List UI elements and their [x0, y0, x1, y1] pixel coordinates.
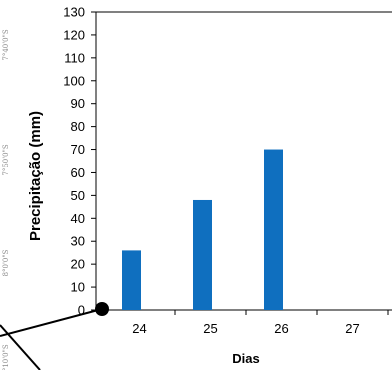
- y-tick-label: 50: [71, 188, 85, 203]
- y-tick-label: 80: [71, 119, 85, 134]
- map-coordinate-label: 7°40'0"S: [2, 29, 10, 60]
- map-coordinate-label: 8°0'0"S: [2, 249, 10, 276]
- y-tick-label: 130: [63, 5, 85, 20]
- bar-series: [122, 149, 283, 310]
- map-coordinate-label: 8°10'0"S: [2, 344, 10, 370]
- bar-day-25: [193, 199, 212, 310]
- bar-day-26: [264, 149, 283, 310]
- x-tick-label: 24: [132, 321, 146, 336]
- map-boundary-line: [0, 324, 41, 370]
- y-tick-label: 10: [71, 280, 85, 295]
- y-tick-label: 90: [71, 96, 85, 111]
- y-tick-label: 0: [78, 303, 85, 318]
- y-tick-label: 40: [71, 211, 85, 226]
- y-tick-label: 30: [71, 234, 85, 249]
- y-tick-label: 70: [71, 142, 85, 157]
- y-tick-label: 120: [63, 27, 85, 42]
- map-location-marker: [95, 302, 109, 316]
- y-axis-title: Precipitação (mm): [27, 111, 44, 241]
- x-tick-label: 26: [274, 321, 288, 336]
- map-pointer-line: [0, 308, 103, 337]
- y-tick-label: 110: [64, 50, 85, 65]
- y-axis-ticks: 0 10 20 30 40 50 60 70 80 90 100 110 120 130: [63, 5, 96, 318]
- bar-day-24: [122, 250, 141, 310]
- background-map-labels: 7°40'0"S 7°50'0"S 8°0'0"S 8°10'0"S: [2, 29, 10, 370]
- y-tick-label: 60: [71, 165, 85, 180]
- map-coordinate-label: 7°50'0"S: [2, 144, 10, 175]
- x-axis-ticks: 2425262728: [103, 310, 389, 336]
- y-tick-label: 20: [71, 257, 85, 272]
- x-tick-label: 27: [345, 321, 359, 336]
- x-axis-title: Dias: [232, 351, 259, 366]
- x-tick-label: 25: [203, 321, 217, 336]
- y-tick-label: 100: [63, 73, 85, 88]
